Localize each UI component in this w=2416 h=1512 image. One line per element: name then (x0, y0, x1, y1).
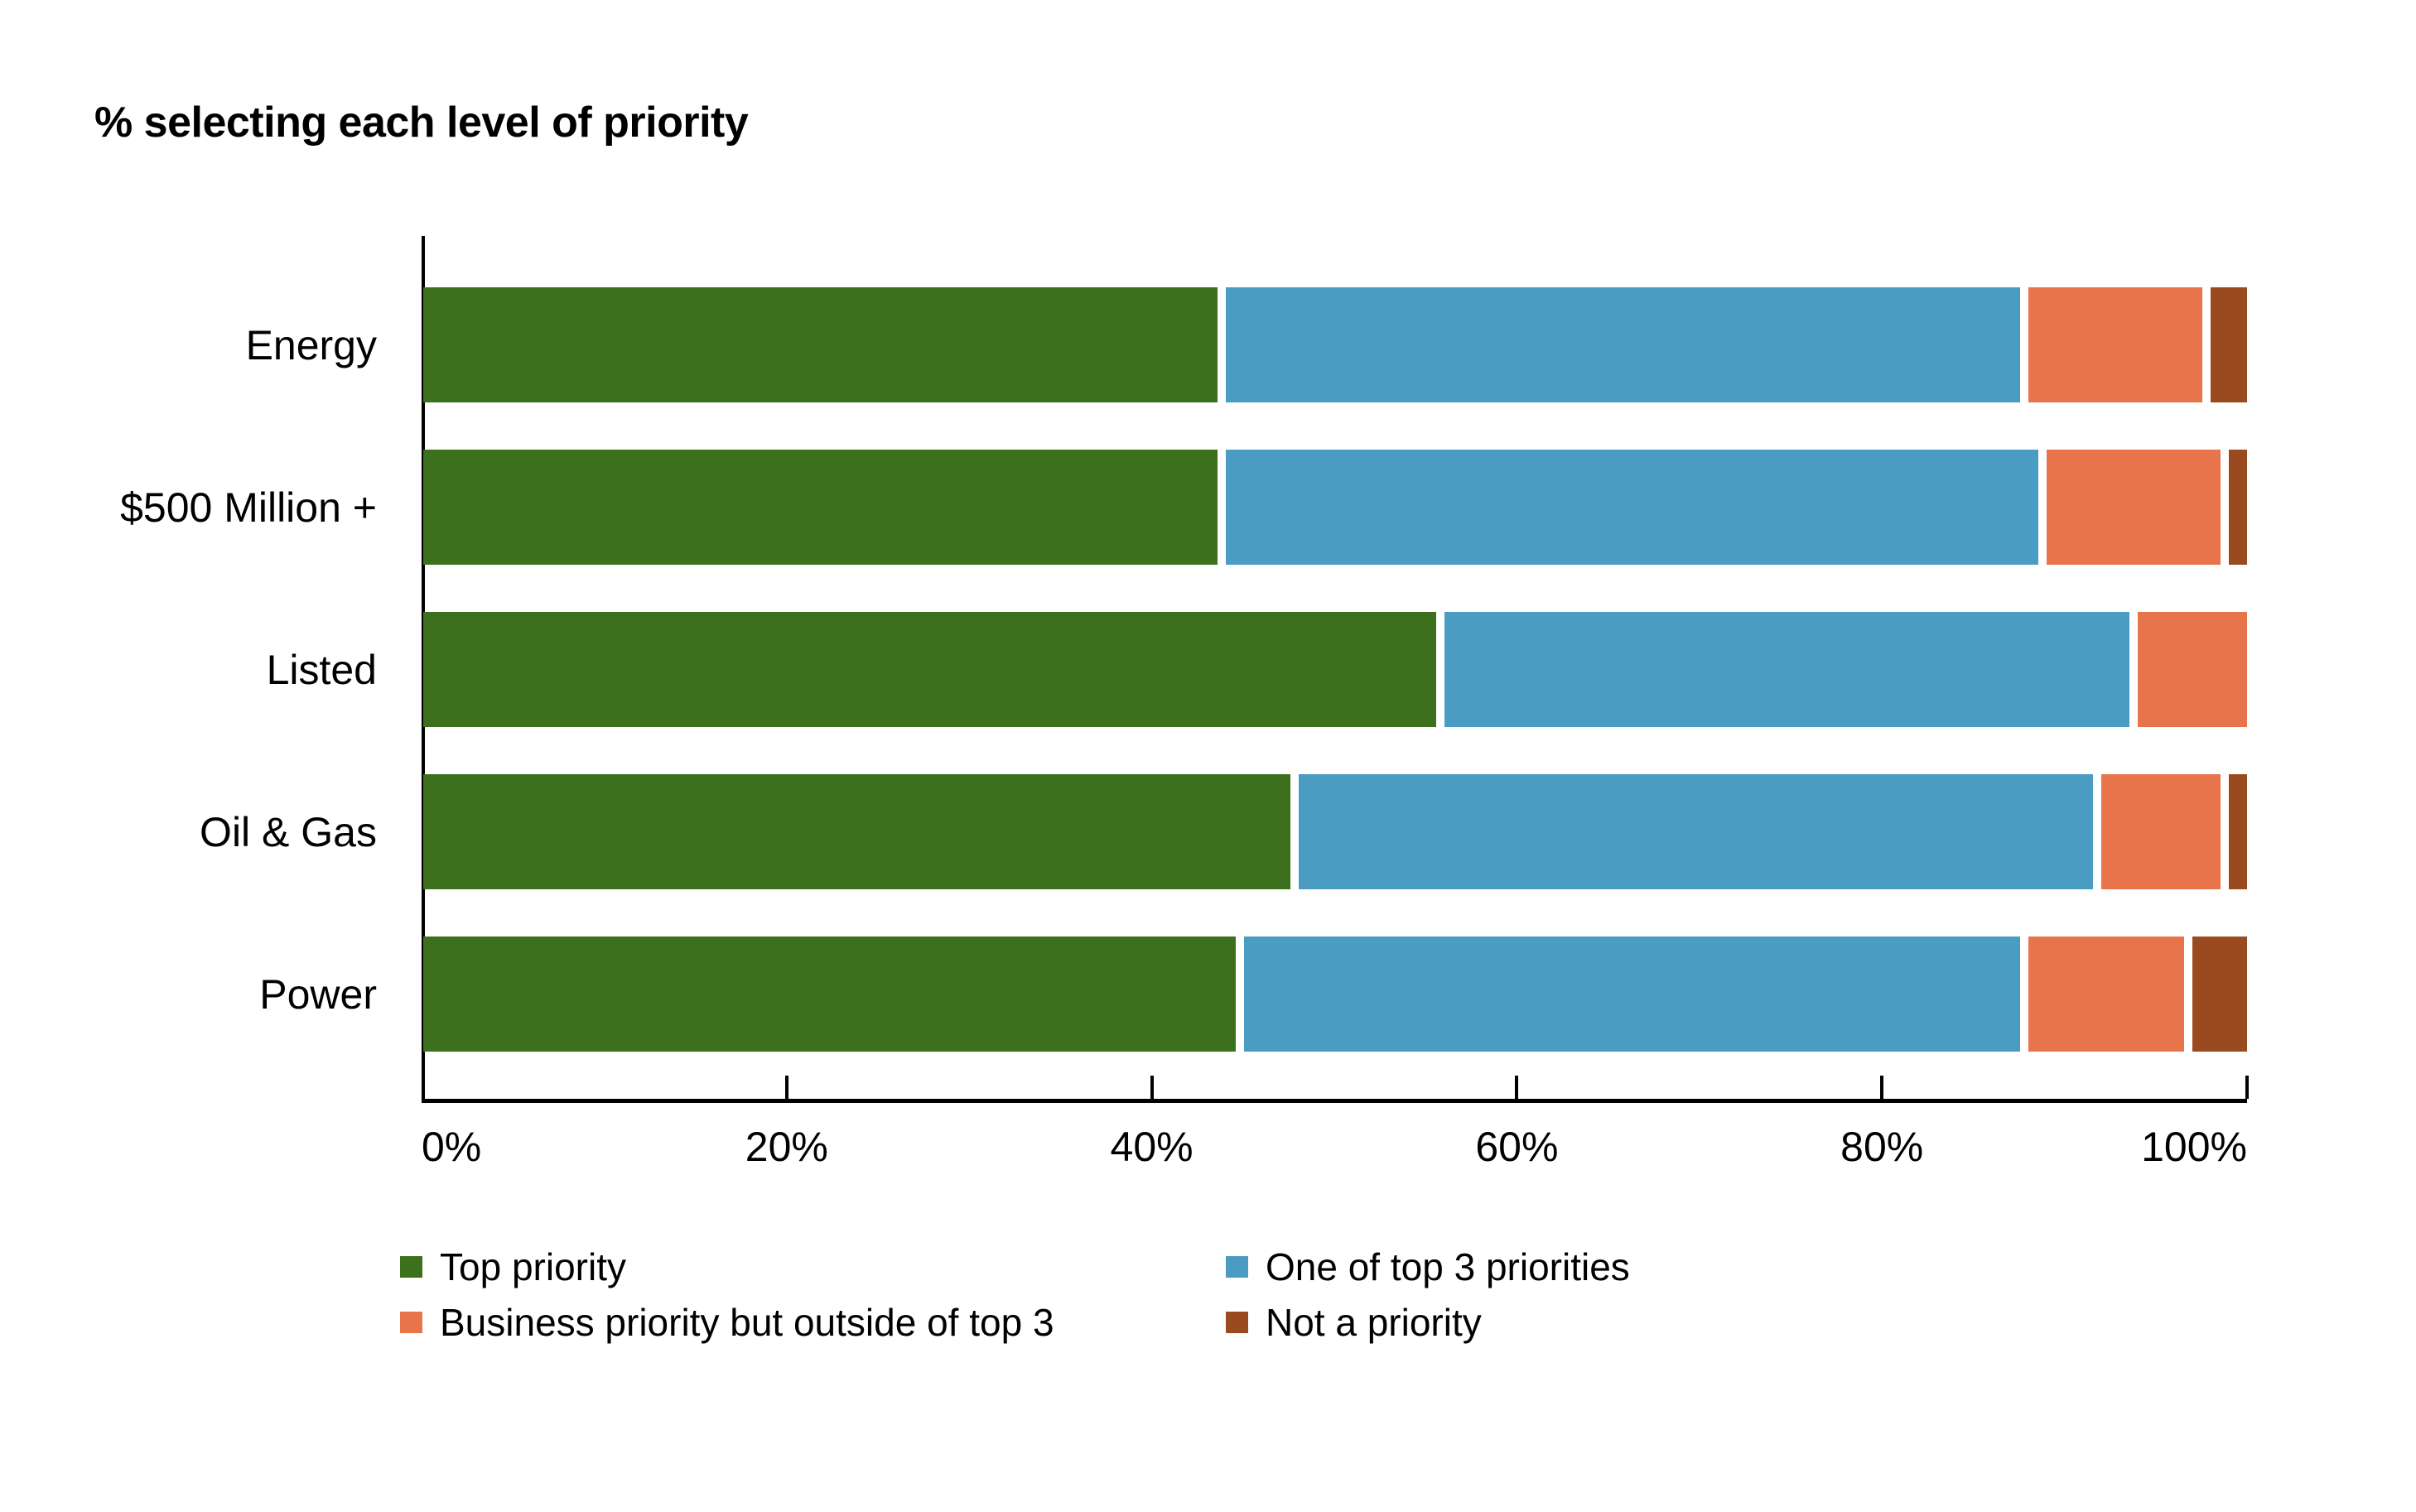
chart-title: % selecting each level of priority (94, 99, 749, 147)
bar-segment-one-of-top-3-priorities (1243, 937, 2028, 1052)
bar-segment-business-priority-but-outside-of-top-3 (2028, 287, 2211, 402)
legend-swatch-one-of-top-3-priorities (1226, 1256, 1248, 1278)
category-label-power: Power (259, 970, 377, 1018)
x-axis-tick-60 (1515, 1076, 1519, 1099)
bar-row-power (423, 937, 2247, 1052)
legend-item-business-priority-but-outside-of-top-3: Business priority but outside of top 3 (400, 1301, 1054, 1344)
legend-item-not-a-priority: Not a priority (1226, 1301, 1482, 1344)
x-axis-tick-20 (784, 1076, 788, 1099)
bar-row-listed (423, 612, 2247, 727)
bar-segment-top-priority (423, 774, 1299, 889)
x-axis-tick-label-100: 100% (2141, 1124, 2247, 1170)
x-axis-tick-40 (1150, 1076, 1154, 1099)
bar-segment-top-priority (423, 937, 1244, 1052)
category-label-500-million: $500 Million + (120, 484, 377, 531)
bar-row-oil-gas (423, 774, 2247, 889)
x-axis-tick-label-40: 40% (1110, 1124, 1194, 1170)
bar-segment-one-of-top-3-priorities (1225, 450, 2047, 565)
x-axis-tick-label-80: 80% (1840, 1124, 1924, 1170)
legend-label-one-of-top-3-priorities: One of top 3 priorities (1266, 1245, 1630, 1288)
bar-segment-top-priority (423, 612, 1445, 727)
legend-label-business-priority-but-outside-of-top-3: Business priority but outside of top 3 (440, 1301, 1054, 1344)
legend-label-not-a-priority: Not a priority (1266, 1301, 1482, 1344)
bar-segment-one-of-top-3-priorities (1298, 774, 2101, 889)
bar-segment-business-priority-but-outside-of-top-3 (2028, 937, 2192, 1052)
bar-segment-business-priority-but-outside-of-top-3 (2046, 450, 2229, 565)
legend-item-one-of-top-3-priorities: One of top 3 priorities (1226, 1245, 1630, 1288)
bar-segment-not-a-priority (2228, 774, 2247, 889)
category-label-oil-gas: Oil & Gas (200, 808, 377, 855)
bar-segment-business-priority-but-outside-of-top-3 (2137, 612, 2247, 727)
bar-segment-one-of-top-3-priorities (1444, 612, 2138, 727)
x-axis-tick-80 (1880, 1076, 1884, 1099)
x-axis-tick-label-0: 0% (422, 1124, 482, 1170)
x-axis-tick-label-20: 20% (745, 1124, 828, 1170)
x-axis-tick-label-60: 60% (1475, 1124, 1559, 1170)
bar-segment-top-priority (423, 450, 1226, 565)
x-axis-line (422, 1099, 2247, 1103)
bar-segment-business-priority-but-outside-of-top-3 (2100, 774, 2229, 889)
category-label-energy: Energy (245, 321, 377, 368)
bar-row-500-million (423, 450, 2247, 565)
x-axis-tick-100 (2245, 1076, 2249, 1099)
legend-swatch-not-a-priority (1226, 1312, 1248, 1333)
bar-segment-not-a-priority (2192, 937, 2247, 1052)
bar-segment-not-a-priority (2228, 450, 2247, 565)
bar-segment-not-a-priority (2210, 287, 2247, 402)
bar-segment-one-of-top-3-priorities (1225, 287, 2028, 402)
legend-item-top-priority: Top priority (400, 1245, 626, 1288)
bar-row-energy (423, 287, 2247, 402)
legend-swatch-business-priority-but-outside-of-top-3 (400, 1312, 422, 1333)
category-label-listed: Listed (266, 646, 377, 693)
bar-segment-top-priority (423, 287, 1226, 402)
legend-swatch-top-priority (400, 1256, 422, 1278)
legend-label-top-priority: Top priority (440, 1245, 626, 1288)
